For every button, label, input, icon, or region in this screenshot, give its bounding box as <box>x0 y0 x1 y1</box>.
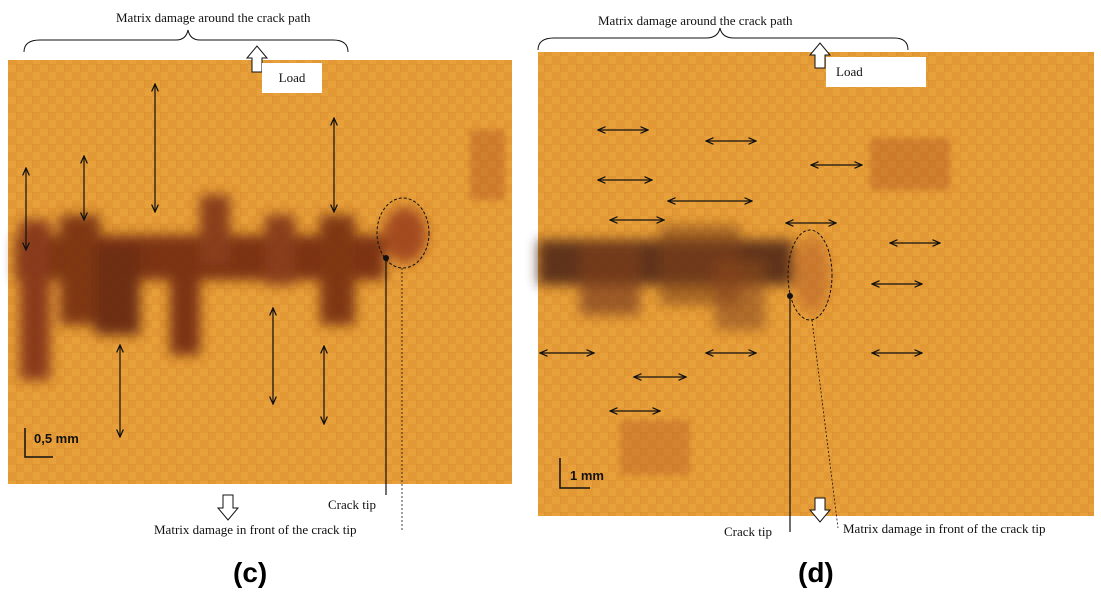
panel-d-brace <box>537 27 909 51</box>
panel-d-scale-label: 1 mm <box>570 468 604 483</box>
panel-c-load-label: Load <box>262 63 322 93</box>
panel-c-damage-arrows <box>26 84 334 437</box>
panel-d-bottom-label: Matrix damage in front of the crack tip <box>843 521 1046 536</box>
panel-c-bottom-label: Matrix damage in front of the crack tip <box>154 522 357 537</box>
panel-c-crack-tip-ellipse <box>376 197 430 269</box>
panel-d-image <box>538 52 1094 516</box>
panel-d-load-arrow-up <box>808 42 832 69</box>
panel-c-brace <box>23 29 349 53</box>
panel-c-image <box>8 60 512 484</box>
panel-c-load-arrow-down <box>216 494 240 521</box>
panel-d-top-label: Matrix damage around the crack path <box>598 13 793 28</box>
panel-c-letter: (c) <box>233 557 268 588</box>
panel-d-letter: (d) <box>798 557 834 588</box>
panel-d-load-arrow-down <box>808 497 832 523</box>
panel-d-scale-bar <box>559 458 590 489</box>
panel-d-damage-arrows <box>540 130 940 411</box>
panel-c-scale-bar <box>24 428 53 458</box>
panel-c-crack-tip-label: Crack tip <box>312 495 392 515</box>
panel-d-crack-tip-label: Crack tip <box>724 524 773 539</box>
panel-d-load-label: Load <box>826 57 926 87</box>
panel-c-top-label: Matrix damage around the crack path <box>116 10 311 25</box>
panel-c-scale-label: 0,5 mm <box>34 431 79 446</box>
panel-d-crack-tip-ellipse <box>787 229 833 321</box>
